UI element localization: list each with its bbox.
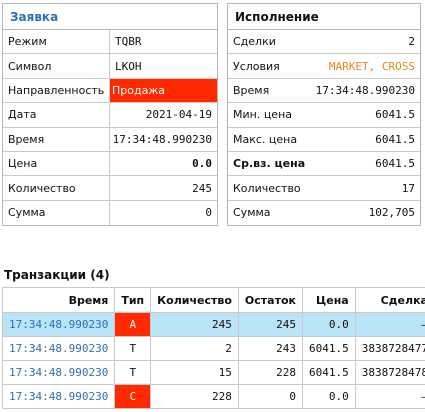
table-row[interactable]: 17:34:48.990230 A 245 245 0.0 – bbox=[1, 312, 425, 337]
order-value-price: 0.0 bbox=[192, 157, 212, 171]
table-row[interactable]: 17:34:48.990230 T 15 228 6041.5 38387284… bbox=[1, 360, 425, 385]
exec-row-min-price: Мин. цена 6041.5 bbox=[228, 103, 420, 128]
exec-row-max-price: Макс. цена 6041.5 bbox=[228, 128, 420, 152]
exec-label-max-price: Макс. цена bbox=[233, 132, 298, 146]
order-row-time: Время 17:34:48.990230 bbox=[3, 127, 217, 152]
order-value-date: 2021-04-19 bbox=[145, 108, 212, 122]
exec-value-vwap: 6041.5 bbox=[375, 157, 415, 171]
col-header-time[interactable]: Время bbox=[1, 287, 116, 313]
exec-label-quantity: Количество bbox=[233, 181, 301, 195]
exec-label-deals: Сделки bbox=[233, 35, 276, 49]
cell-price: 6041.5 bbox=[301, 336, 356, 361]
exec-value-quantity: 17 bbox=[401, 181, 415, 195]
order-row-price: Цена 0.0 bbox=[3, 151, 217, 177]
transactions-table: Время Тип Количество Остаток Цена Сделка… bbox=[1, 287, 425, 409]
exec-row-deals: Сделки 2 bbox=[228, 30, 420, 55]
cell-rest: 245 bbox=[237, 312, 303, 337]
exec-value-time: 17:34:48.990230 bbox=[316, 83, 415, 97]
cell-time: 17:34:48.990230 bbox=[1, 336, 116, 361]
exec-value-sum: 102,705 bbox=[368, 206, 415, 220]
cell-type: T bbox=[114, 336, 152, 361]
order-value-sum: 0 bbox=[205, 206, 212, 220]
order-value-time: 17:34:48.990230 bbox=[112, 132, 212, 146]
order-label-symbol: Символ bbox=[3, 54, 110, 78]
order-label-mode: Режим bbox=[3, 30, 110, 54]
exec-row-time: Время 17:34:48.990230 bbox=[228, 79, 420, 104]
cell-type: T bbox=[114, 360, 152, 385]
cell-time: 17:34:48.990230 bbox=[1, 384, 116, 409]
col-header-deal[interactable]: Сделка bbox=[354, 287, 425, 313]
cell-quantity: 2 bbox=[150, 336, 239, 361]
execution-panel: Исполнение Сделки 2 Условия MARKET, CROS… bbox=[227, 3, 421, 227]
order-row-quantity: Количество 245 bbox=[3, 176, 217, 201]
order-label-date: Дата bbox=[3, 103, 110, 127]
cell-price: 6041.5 bbox=[301, 360, 356, 385]
order-row-sum: Сумма 0 bbox=[3, 200, 217, 226]
execution-panel-title: Исполнение bbox=[228, 4, 420, 30]
order-panel-title: Заявка bbox=[3, 4, 217, 30]
transactions-title: Транзакции (4) bbox=[4, 268, 110, 282]
table-row[interactable]: 17:34:48.990230 T 2 243 6041.5 383872847… bbox=[1, 336, 425, 361]
cell-deal: – bbox=[354, 384, 425, 409]
order-row-symbol: Символ LKOH bbox=[3, 54, 217, 79]
exec-row-vwap: Ср.вз. цена 6041.5 bbox=[228, 152, 420, 177]
cell-deal: 3838728478 bbox=[354, 360, 425, 385]
col-header-type[interactable]: Тип bbox=[114, 287, 152, 313]
exec-value-conditions: MARKET, CROSS bbox=[328, 59, 415, 73]
cell-rest: 228 bbox=[237, 360, 303, 385]
order-row-date: Дата 2021-04-19 bbox=[3, 103, 217, 128]
cell-time: 17:34:48.990230 bbox=[1, 312, 116, 337]
order-label-price: Цена bbox=[3, 151, 110, 176]
cell-quantity: 15 bbox=[150, 360, 239, 385]
order-value-direction: Продажа bbox=[110, 78, 217, 103]
col-header-rest[interactable]: Остаток bbox=[237, 287, 303, 313]
table-header-row: Время Тип Количество Остаток Цена Сделка bbox=[1, 287, 425, 313]
order-row-direction: Направленность Продажа bbox=[3, 78, 217, 104]
cell-deal: 3838728477 bbox=[354, 336, 425, 361]
cell-time: 17:34:48.990230 bbox=[1, 360, 116, 385]
col-header-price[interactable]: Цена bbox=[301, 287, 356, 313]
exec-row-quantity: Количество 17 bbox=[228, 176, 420, 201]
cell-quantity: 245 bbox=[150, 312, 239, 337]
order-label-quantity: Количество bbox=[3, 176, 110, 200]
exec-label-vwap: Ср.вз. цена bbox=[233, 157, 306, 171]
table-row[interactable]: 17:34:48.990230 C 228 0 0.0 – bbox=[1, 384, 425, 409]
exec-row-conditions: Условия MARKET, CROSS bbox=[228, 54, 420, 79]
order-value-quantity: 245 bbox=[192, 181, 212, 195]
exec-label-time: Время bbox=[233, 83, 270, 97]
exec-label-min-price: Мин. цена bbox=[233, 108, 293, 122]
order-label-direction: Направленность bbox=[3, 78, 110, 103]
cell-price: 0.0 bbox=[301, 312, 356, 337]
order-value-symbol: LKOH bbox=[115, 59, 142, 73]
exec-row-sum: Сумма 102,705 bbox=[228, 201, 420, 225]
exec-label-conditions: Условия bbox=[233, 59, 280, 73]
cell-deal: – bbox=[354, 312, 425, 337]
col-header-quantity[interactable]: Количество bbox=[150, 287, 239, 313]
cell-rest: 0 bbox=[237, 384, 303, 409]
order-value-mode: TQBR bbox=[115, 35, 142, 49]
cell-type: A bbox=[114, 312, 152, 337]
cell-rest: 243 bbox=[237, 336, 303, 361]
cell-quantity: 228 bbox=[150, 384, 239, 409]
order-panel: Заявка Режим TQBR Символ LKOH Направленн… bbox=[2, 3, 218, 227]
order-label-sum: Сумма bbox=[3, 200, 110, 226]
order-label-time: Время bbox=[3, 127, 110, 151]
exec-value-max-price: 6041.5 bbox=[375, 132, 415, 146]
cell-type: C bbox=[114, 384, 152, 409]
exec-value-min-price: 6041.5 bbox=[375, 108, 415, 122]
exec-value-deals: 2 bbox=[408, 35, 415, 49]
order-row-mode: Режим TQBR bbox=[3, 30, 217, 55]
cell-price: 0.0 bbox=[301, 384, 356, 409]
exec-label-sum: Сумма bbox=[233, 206, 271, 220]
